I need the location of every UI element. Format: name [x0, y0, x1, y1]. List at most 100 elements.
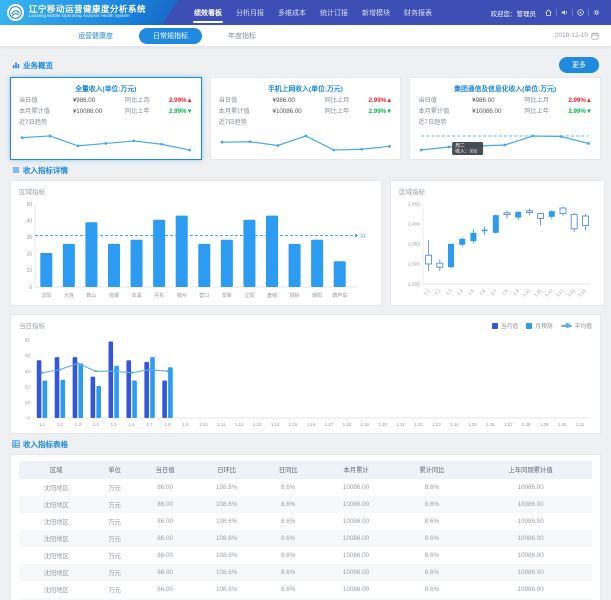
table-row: 沈阳地区 万元 86.00 108.6% 8.6% 10086.00 8.6% 10086.0… — [19, 581, 592, 598]
daily-bar-forecast[interactable] — [42, 380, 48, 418]
daily-bar-forecast[interactable] — [150, 356, 155, 418]
kpi-card[interactable]: 集团通信及信息化收入(单位:万元) 当日值 ¥986.00 同比上月 2.99%▲ 本月累… — [409, 77, 602, 160]
daily-chart[interactable]: 0 10 20 30 40 50 1.1 1.2 1.3 1.4 1.5 1.6 1.7 1.8 1.9 1.… — [19, 332, 592, 428]
kpi-card[interactable]: 全量收入(单位:万元) 当日值 ¥986.00 同比上月 2.99%▲ 本月累计值 ¥100… — [10, 77, 202, 160]
daily-bar-current[interactable] — [126, 359, 132, 418]
candle[interactable] — [481, 229, 488, 231]
legend-item[interactable]: 当月值 — [491, 321, 518, 330]
nav-item[interactable]: 统计订报 — [320, 9, 348, 17]
help-icon[interactable] — [572, 9, 588, 16]
nav-item[interactable]: 分析月报 — [236, 9, 264, 17]
trend-sparkline[interactable] — [219, 130, 393, 156]
region-bar[interactable] — [220, 239, 233, 287]
daily-bar-forecast[interactable] — [78, 362, 84, 418]
region-bar[interactable] — [108, 243, 120, 287]
region-bar[interactable] — [62, 243, 75, 287]
region-bar[interactable] — [266, 215, 278, 287]
svg-text:2,350: 2,350 — [408, 241, 420, 247]
svg-text:朝阳: 朝阳 — [312, 292, 322, 299]
candle[interactable] — [470, 232, 477, 241]
svg-text:1.3: 1.3 — [75, 422, 82, 427]
candle[interactable] — [515, 211, 522, 218]
nav-item[interactable]: 多维成本 — [278, 9, 306, 17]
kpi-trend-label-row: 近7日趋势 — [219, 118, 393, 129]
subnav-tab[interactable]: 日常规指标 — [139, 27, 202, 44]
daily-bar-current[interactable] — [54, 356, 60, 418]
settings-icon[interactable] — [588, 9, 604, 16]
svg-text:1.12: 1.12 — [544, 287, 554, 297]
daily-bar-forecast[interactable] — [60, 379, 66, 418]
candle[interactable] — [548, 210, 555, 217]
region-bar[interactable] — [333, 260, 346, 287]
candle[interactable] — [525, 209, 533, 213]
legend-item[interactable]: 平均值 — [560, 321, 592, 330]
nav-item[interactable]: 财务报表 — [404, 9, 432, 17]
region-bar[interactable] — [85, 221, 98, 287]
kpi-row-value: ¥986.00 — [272, 97, 295, 104]
region-bar[interactable] — [311, 239, 324, 287]
kpi-trend-label: 近7日趋势 — [19, 118, 48, 126]
svg-text:1.6: 1.6 — [129, 422, 136, 427]
candle[interactable] — [492, 214, 499, 233]
region-bar[interactable] — [153, 219, 166, 287]
region-bar[interactable] — [243, 219, 256, 287]
candle[interactable] — [448, 243, 454, 267]
candle[interactable] — [570, 213, 578, 229]
region-bar-chart[interactable]: 0 10 20 30 40 50 沈阳 大连 鞍山 抚顺 本溪 丹东 锦州 营口 阜新 辽阳 盘锦 铁岭 朝阳 葫芦岛… — [19, 198, 373, 300]
more-button[interactable]: 更多 — [559, 57, 599, 73]
kpi-row-percent: 2.99%▲ — [168, 97, 193, 104]
daily-bar-forecast[interactable] — [96, 385, 101, 418]
calendar-icon — [591, 32, 599, 40]
region-candle-panel: 区域指标 2,250 2,300 2,350 2,400 2,450 1.1 1.2 1.3 1… — [390, 179, 605, 306]
daily-bar-current[interactable] — [144, 361, 149, 418]
daily-bar-current[interactable] — [72, 356, 78, 418]
nav-item[interactable]: 绩效看板 — [192, 0, 224, 25]
svg-text:1.3: 1.3 — [445, 287, 453, 295]
table-cell: 10086.00 — [517, 500, 544, 508]
candle[interactable] — [537, 212, 545, 219]
kpi-card[interactable]: 手机上网收入(单位:万元) 当日值 ¥986.00 同比上月 2.99%▲ 本月累计值 ¥1… — [209, 77, 402, 160]
legend-swatch — [491, 322, 498, 329]
trend-sparkline[interactable] — [19, 130, 193, 156]
daily-bar-forecast[interactable] — [114, 365, 119, 418]
table-cell: 沈阳地区 — [43, 501, 69, 509]
daily-bar-forecast[interactable] — [168, 366, 173, 418]
kpi-row-percent: 2.99%▲ — [568, 97, 592, 104]
svg-text:1.10: 1.10 — [199, 422, 208, 427]
region-bar[interactable] — [40, 252, 53, 287]
kpi-row: 本月累计值 ¥10086.00 同比上年 2.99%▼ — [219, 107, 393, 118]
region-bar[interactable] — [130, 239, 143, 287]
candle[interactable] — [425, 254, 433, 264]
region-bar[interactable] — [198, 243, 211, 287]
table-cell: 108.6% — [215, 517, 238, 525]
subnav-tab[interactable]: 年度指标 — [228, 32, 256, 40]
kpi-row-percent: 2.99%▼ — [168, 107, 193, 115]
candle[interactable] — [559, 207, 567, 214]
daily-bar-current[interactable] — [162, 380, 167, 418]
daily-bar-current[interactable] — [36, 359, 42, 418]
daily-bar-forecast[interactable] — [132, 380, 137, 418]
candle[interactable] — [581, 215, 589, 226]
nav-item[interactable]: 新增模块 — [362, 9, 390, 17]
daily-bar-current[interactable] — [108, 341, 114, 418]
candle[interactable] — [459, 238, 466, 245]
candle[interactable] — [503, 211, 511, 215]
kpi-row-value: ¥10086.00 — [272, 107, 302, 115]
region-bar[interactable] — [288, 243, 301, 287]
region-candle-chart[interactable]: 2,250 2,300 2,350 2,400 2,450 1.1 1.2 1.3 1.4 1.5… — [399, 198, 596, 300]
svg-text:丹东: 丹东 — [154, 292, 164, 299]
table-cell: 万元 — [108, 501, 121, 509]
svg-text:1.18: 1.18 — [343, 422, 352, 427]
subnav-tab[interactable]: 运营健康度 — [78, 32, 113, 40]
daily-bar-current[interactable] — [90, 376, 96, 418]
candle[interactable] — [436, 262, 444, 268]
date-picker[interactable]: 2018-12-10 — [555, 32, 599, 40]
table-cell: 10086.00 — [342, 517, 370, 525]
region-bar[interactable] — [175, 215, 188, 287]
home-icon[interactable] — [541, 9, 556, 16]
sound-icon[interactable] — [556, 9, 572, 16]
svg-text:大连: 大连 — [64, 292, 74, 299]
kpi-row-percent: 2.99%▲ — [368, 97, 393, 104]
legend-item[interactable]: 月预测 — [526, 321, 553, 330]
